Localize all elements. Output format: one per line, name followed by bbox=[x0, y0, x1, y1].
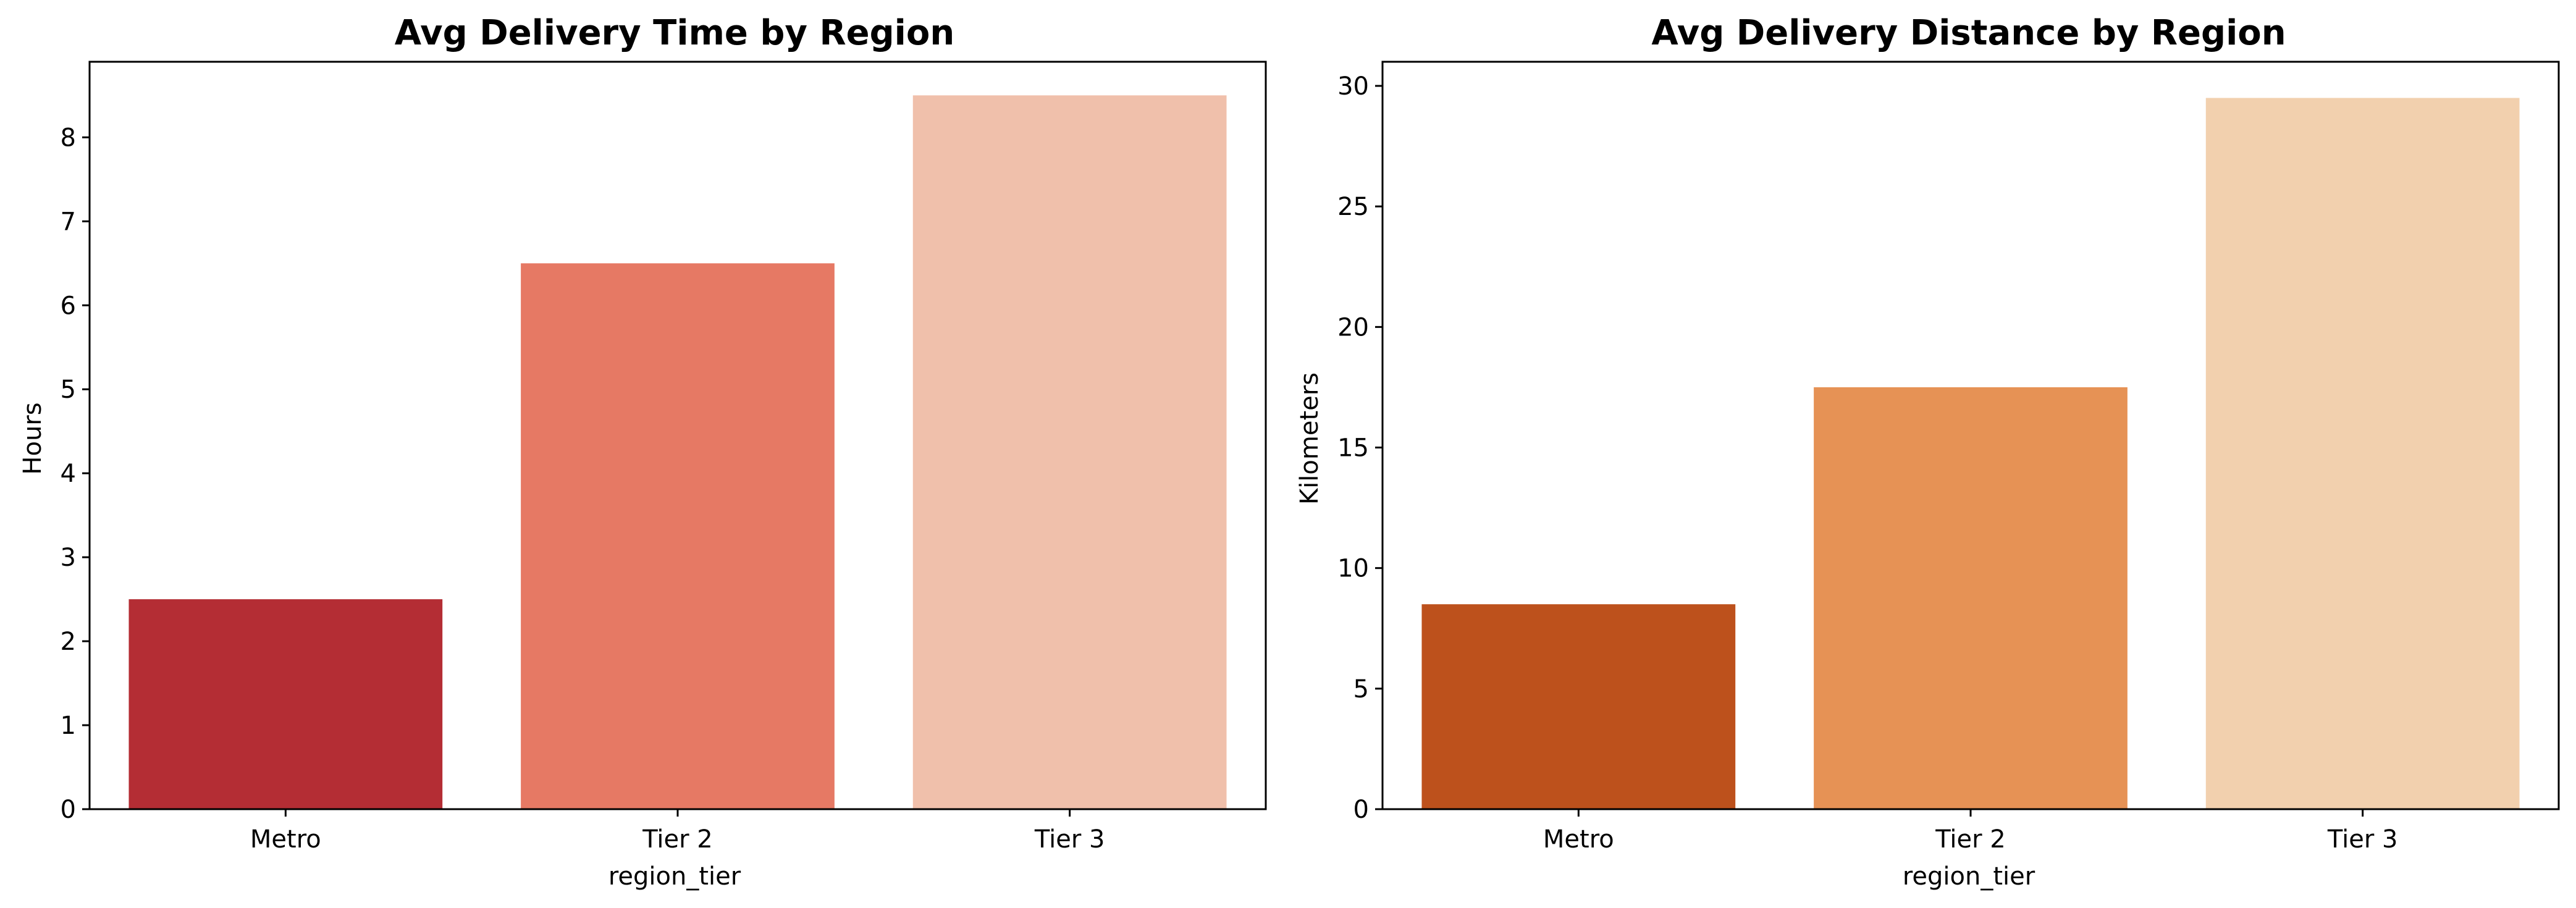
y-tick-label: 6 bbox=[61, 292, 76, 320]
x-axis-label: region_tier bbox=[608, 862, 741, 891]
x-axis-label: region_tier bbox=[1903, 862, 2035, 891]
y-tick-label: 0 bbox=[1353, 796, 1369, 824]
y-tick-label: 4 bbox=[61, 460, 76, 488]
bar-tier-3 bbox=[912, 95, 1227, 809]
x-tick-label: Tier 2 bbox=[1935, 825, 2006, 854]
y-axis: 0 5 10 15 20 25 30 bbox=[1337, 72, 1383, 824]
y-tick-label: 15 bbox=[1337, 434, 1369, 463]
y-tick-label: 0 bbox=[61, 796, 76, 824]
chart-delivery-time: Avg Delivery Time by Region region_tier … bbox=[19, 13, 1267, 891]
x-tick-label: Tier 3 bbox=[2327, 825, 2398, 854]
plot-frame bbox=[1381, 61, 2560, 810]
y-tick-label: 5 bbox=[61, 376, 76, 404]
plot-frame bbox=[88, 61, 1267, 810]
y-tick-label: 8 bbox=[61, 124, 76, 152]
bar-tier-2 bbox=[521, 263, 835, 810]
y-tick-label: 25 bbox=[1337, 193, 1369, 221]
y-axis-label: Kilometers bbox=[1295, 372, 1324, 505]
y-tick-label: 3 bbox=[61, 544, 76, 572]
chart-delivery-distance: Avg Delivery Distance by Region region_t… bbox=[1295, 13, 2560, 891]
y-tick-label: 20 bbox=[1337, 313, 1369, 342]
bar-metro bbox=[128, 599, 443, 809]
bar-metro bbox=[1421, 604, 1736, 809]
x-tick-label: Tier 2 bbox=[642, 825, 713, 854]
x-axis: Metro Tier 2 Tier 3 bbox=[250, 809, 1105, 854]
x-tick-label: Metro bbox=[1543, 825, 1614, 854]
y-tick-label: 1 bbox=[61, 712, 76, 740]
bar-tier-2 bbox=[1814, 387, 2128, 809]
y-tick-label: 5 bbox=[1353, 675, 1369, 704]
bar-group bbox=[1421, 98, 2520, 810]
y-tick-label: 10 bbox=[1337, 555, 1369, 583]
bar-tier-3 bbox=[2205, 98, 2520, 810]
x-axis: Metro Tier 2 Tier 3 bbox=[1543, 809, 2398, 854]
x-tick-label: Metro bbox=[250, 825, 321, 854]
chart-title: Avg Delivery Distance by Region bbox=[1651, 13, 2286, 53]
bar-group bbox=[128, 95, 1227, 810]
y-tick-label: 7 bbox=[61, 208, 76, 236]
y-axis: 0 1 2 3 4 5 6 7 8 bbox=[61, 124, 90, 824]
chart-title: Avg Delivery Time by Region bbox=[395, 13, 954, 53]
x-tick-label: Tier 3 bbox=[1034, 825, 1105, 854]
y-tick-label: 30 bbox=[1337, 72, 1369, 101]
y-tick-label: 2 bbox=[61, 628, 76, 656]
y-axis-label: Hours bbox=[19, 402, 47, 474]
